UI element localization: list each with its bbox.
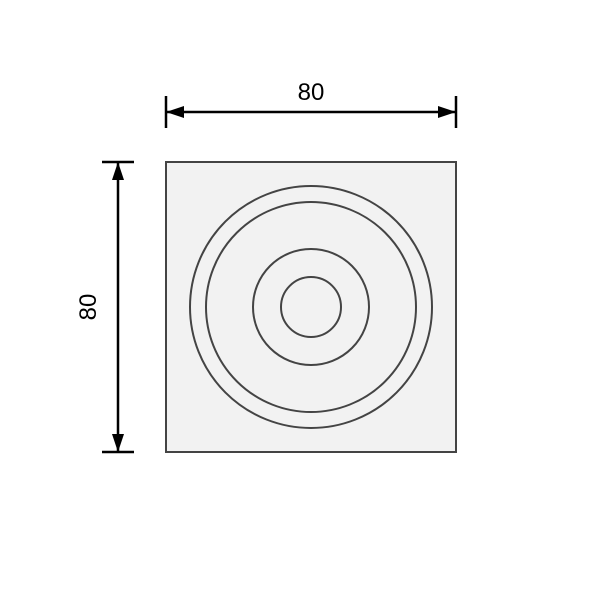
plate-square: [166, 162, 456, 452]
dimension-left-label: 80: [75, 294, 102, 321]
dimension-top-arrow-right: [438, 106, 456, 118]
dimension-left-arrow-bottom: [112, 434, 124, 452]
dimension-left: 80: [75, 162, 134, 452]
dimension-top-label: 80: [298, 79, 325, 106]
dimension-top-arrow-left: [166, 106, 184, 118]
dimension-top: 80: [166, 79, 456, 128]
dimension-left-arrow-top: [112, 162, 124, 180]
